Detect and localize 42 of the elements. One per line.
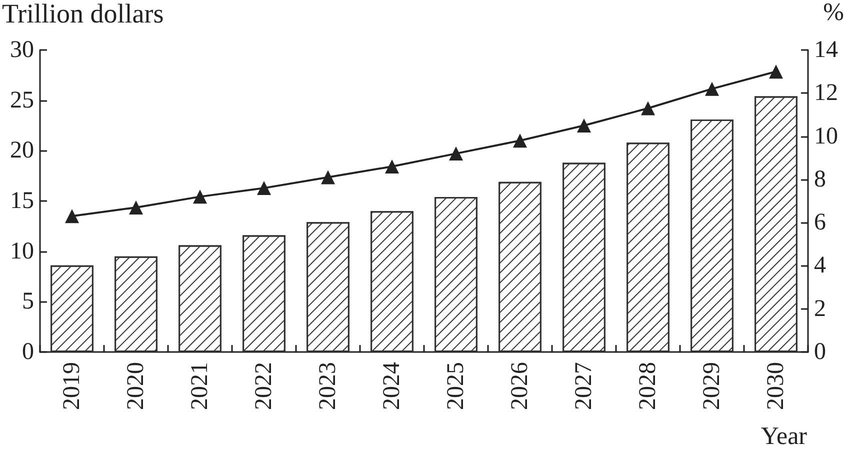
y-tick-label: 5 [22,288,34,315]
point [129,200,143,214]
point [449,146,463,161]
point [65,209,79,224]
point [769,64,783,79]
y2-tick-label: 2 [814,296,826,322]
y2-tick-label: 14 [814,37,838,63]
y-tick-label: 15 [10,188,34,214]
x-tick-label: 2020 [123,362,149,410]
point [705,82,719,96]
x-tick-label: 2030 [763,362,789,410]
y-axis-title: Trillion dollars [2,0,164,28]
point [193,190,207,204]
x-tick-label: 2027 [571,362,597,410]
point [257,181,271,196]
x-axis-title: Year [760,423,808,450]
x-tick-label: 2023 [315,362,341,410]
point [321,170,335,184]
point [641,101,655,116]
x-tick-label: 2029 [699,362,725,410]
x-tick-label: 2025 [443,362,469,410]
y2-axis-title: % [823,0,844,26]
point [513,134,527,148]
y2-tick-label: 4 [814,252,826,279]
y-tick-label: 30 [10,37,34,63]
y-tick-label: 10 [10,238,34,264]
x-tick-label: 2028 [635,362,661,410]
x-tick-label: 2021 [187,362,213,410]
y2-tick-label: 10 [814,123,838,150]
y2-tick-label: 0 [814,339,826,365]
point [385,159,399,174]
y2-tick-label: 6 [814,210,826,236]
x-tick-label: 2022 [251,362,277,410]
x-tick-label: 2026 [507,362,533,410]
x-tick-label: 2019 [59,362,85,410]
y2-tick-label: 12 [814,80,838,106]
y2-tick-label: 8 [814,166,826,192]
y-tick-label: 0 [22,339,34,365]
y-tick-label: 20 [10,138,34,164]
y-tick-label: 25 [10,87,34,114]
point [577,118,591,132]
x-tick-label: 2024 [379,362,405,410]
